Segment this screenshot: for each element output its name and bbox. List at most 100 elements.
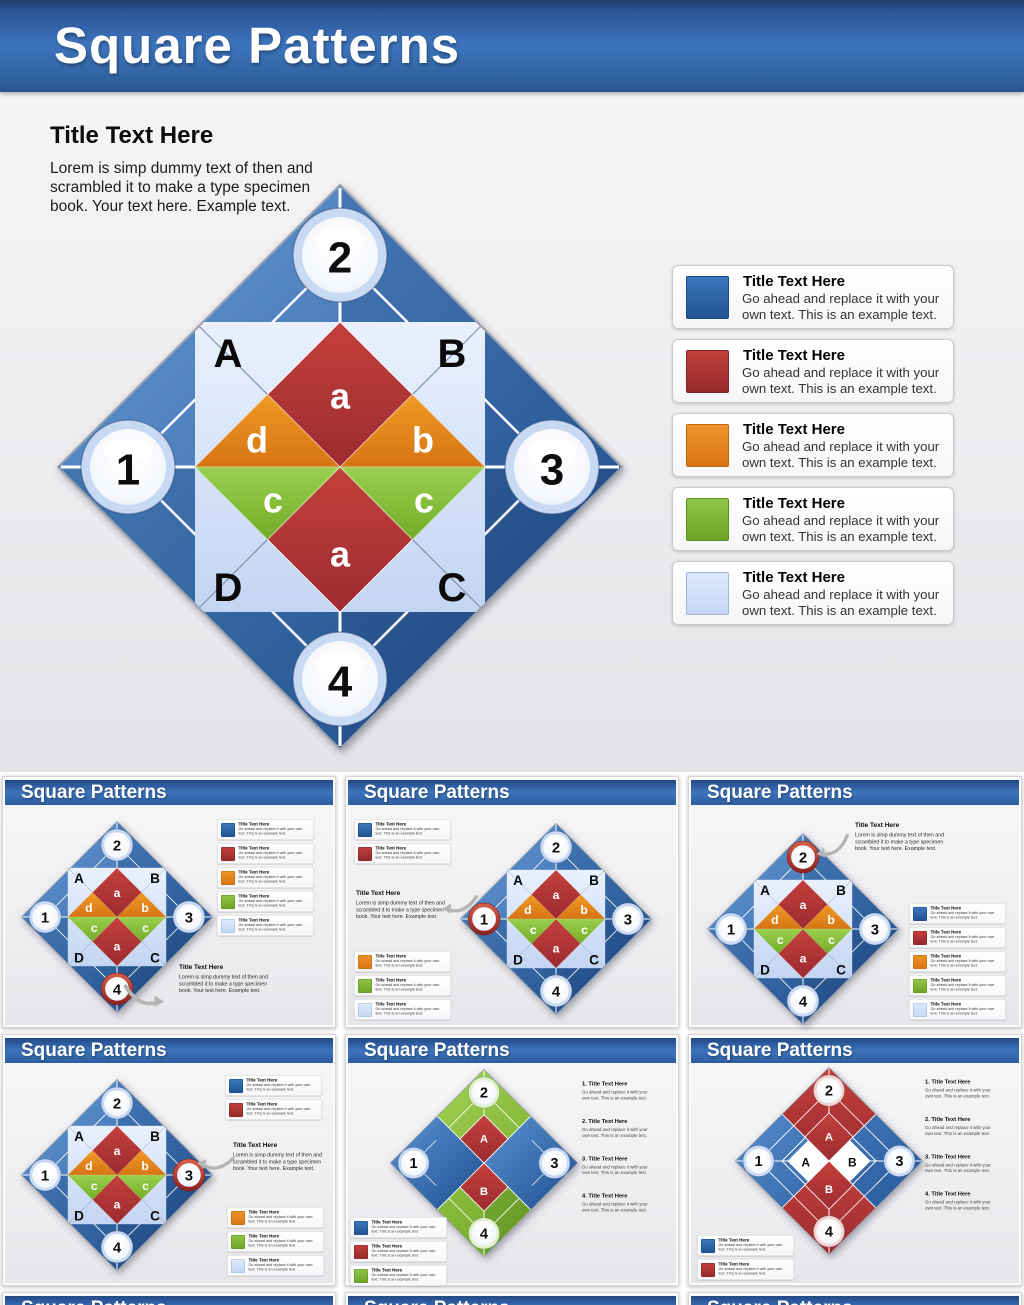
legend-item-title: Title Text Here [248,1209,280,1215]
legend-item-text: Go ahead and replace it with your own te… [742,291,940,322]
legend-item-red: Title Text Here Go ahead and replace it … [350,1241,447,1262]
legend-item-blue: Title Text Here Go ahead and replace it … [217,819,314,840]
square-pattern-diagram-classic: ad bc caA BCD 2 3 4 1 [706,832,900,1026]
numbered-item-title: 1. Title Text Here [582,1081,628,1087]
legend-color-swatch [686,350,729,393]
legend-item-title: Title Text Here [371,1267,403,1273]
legend-item-blue: Title Text Here Go ahead and replace it … [697,1235,794,1256]
diagram-letter: B [848,1156,857,1170]
circle-number: 4 [825,1224,834,1240]
legend-item-title: Title Text Here [375,953,407,959]
legend-item-text: Go ahead and replace it with your own te… [930,1006,995,1016]
legend-item-title: Title Text Here [375,1001,407,1007]
legend-item-title: Title Text Here [248,1233,280,1239]
legend-item-text: Go ahead and replace it with your own te… [248,1238,313,1248]
numbered-item: 3. Title Text Here Go ahead and replace … [582,1156,682,1176]
diagram-letter: b [580,903,587,917]
circle-number: 3 [550,1156,558,1172]
legend-item-orange: Title Text Here Go ahead and replace it … [354,951,451,972]
legend-item-blue: Title Text Here Go ahead and replace it … [672,265,954,329]
number-circle-4: 4 [786,984,820,1018]
diagram-letter: b [141,1159,148,1173]
thumb-banner-title: Square Patterns [364,1296,676,1305]
numbered-item-title: 2. Title Text Here [925,1116,971,1123]
legend-item-red: Title Text Here Go ahead and replace it … [697,1259,794,1280]
circle-number: 1 [41,1168,49,1185]
legend-item-title: Title Text Here [718,1261,750,1267]
legend-item-text: Go ahead and replace it with your own te… [375,1006,440,1016]
mini-legend: Title Text Here Go ahead and replace it … [225,1075,325,1171]
mini-body: Lorem is simp dummy text of then and scr… [179,974,268,994]
square-pattern-diagram-classic: ad bc caA BCD 2 3 4 1 [20,820,214,1014]
legend-item-text: Go ahead and replace it with your own te… [375,826,440,836]
thumb-banner: Square Patterns [5,780,333,805]
legend-item-title: Title Text Here [930,953,962,959]
legend-item-title: Title Text Here [238,893,270,899]
legend-color-swatch [221,823,235,837]
diagram-letter: C [589,953,599,968]
circle-number: 3 [185,910,193,927]
diagram-letter: C [150,1209,160,1224]
diagram-letter: a [114,1144,121,1158]
legend-color-swatch [358,1003,372,1017]
mini-title: Title Text Here [356,889,401,897]
legend-item-text: Go ahead and replace it with your own te… [238,898,303,908]
diagram-letter: D [214,566,243,610]
circle-number: 3 [895,1154,903,1170]
diagram-letter: c [777,933,784,947]
diagram-letter: A [513,873,523,888]
thumb-banner: Square Patterns [5,1038,333,1063]
legend-item-title: Title Text Here [238,821,270,827]
number-circle-1: 1 [28,1158,62,1192]
diagram-letter: c [581,923,588,937]
mini-legend: Title Text Here Go ahead and replace it … [354,951,454,1095]
legend-item-red: Title Text Here Go ahead and replace it … [217,843,314,864]
diagram-letter: a [800,898,807,912]
circle-number: 1 [41,910,49,927]
circle-number: 2 [113,838,121,855]
legend-item-text: Go ahead and replace it with your own te… [246,1082,311,1092]
thumb-banner-title: Square Patterns [364,1040,510,1061]
slide-thumbnail-5[interactable]: Square Patterns A B 2 3 4 1 1. Title Text… [345,1034,679,1286]
mini-text-block: Title Text Here Lorem is simp dummy text… [356,889,546,952]
legend-item-title: Title Text Here [248,1257,280,1263]
legend-item-orange: Title Text Here Go ahead and replace it … [909,951,1006,972]
legend-item-text: Go ahead and replace it with your own te… [246,1106,311,1116]
diagram-letter: a [114,940,121,954]
thumb-banner: Square Patterns [691,1296,1019,1305]
hero-title: Title Text Here [50,122,214,149]
slide-thumbnail-8[interactable]: Square Patterns [345,1292,679,1305]
diagram-letter: d [85,1159,92,1173]
slide-thumbnail-7[interactable]: Square Patterns [2,1292,336,1305]
slide-thumbnail-9[interactable]: Square Patterns [688,1292,1022,1305]
diagram-letter: d [246,420,268,461]
legend-color-swatch [913,955,927,969]
number-circle-1: 1 [28,900,62,934]
legend-color-swatch [221,871,235,885]
legend-color-swatch [913,907,927,921]
legend-item-text: Go ahead and replace it with your own te… [718,1242,783,1252]
callout-arrow-icon [123,984,165,1007]
slide-thumbnail-6[interactable]: Square Patterns A B A B 2 3 4 1 1. Title Te… [688,1034,1022,1286]
legend-item-text: Go ahead and replace it with your own te… [248,1214,313,1224]
circle-number: 4 [480,1226,489,1242]
legend-item-title: Title Text Here [238,917,270,923]
numbered-item: 2. Title Text Here Go ahead and replace … [925,1116,1024,1136]
number-circle-3: 3 [172,900,206,934]
number-circle-4-highlighted: 4 [100,972,134,1006]
circle-number: 4 [552,983,561,1000]
numbered-item: 4. Title Text Here Go ahead and replace … [925,1191,1024,1211]
number-circle-2: 2 [100,1086,134,1120]
mini-legend: Title Text Here Go ahead and replace it … [217,819,317,1059]
legend-item-text: Go ahead and replace it with your own te… [742,439,940,470]
number-circle-1-highlighted: 1 [467,902,501,936]
hero-legend: Title Text Here Go ahead and replace it … [672,265,954,635]
legend-item-title: Title Text Here [930,1001,962,1007]
diagram-letter: B [150,1129,160,1144]
circle-number: 2 [480,1086,488,1102]
mini-text-block: Title Text Here Lorem is simp dummy text… [855,821,1024,884]
